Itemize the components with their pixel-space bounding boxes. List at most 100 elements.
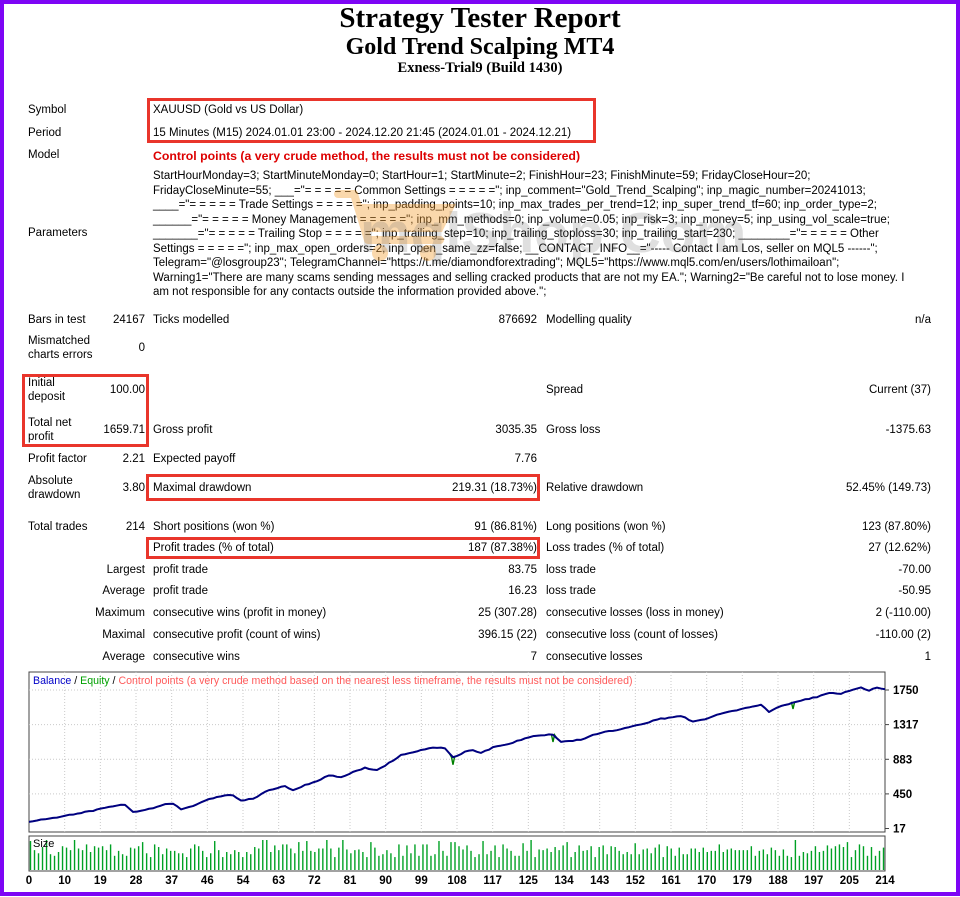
symbol-label: Symbol xyxy=(28,104,67,116)
y-axis-label: 450 xyxy=(893,789,912,801)
stat-label: consecutive losses (loss in money) xyxy=(546,607,724,620)
x-axis-label: 197 xyxy=(804,875,823,887)
stat-label: profit trade xyxy=(153,563,208,576)
balance-equity-chart-svg: 1750 1317 883 450 17 Balance / Equity / Contr… xyxy=(26,671,919,887)
stat-label: Expected payoff xyxy=(153,452,236,465)
stat-label: consecutive losses xyxy=(546,651,643,664)
x-axis-label: 0 xyxy=(26,875,32,887)
stat-label: Maximal drawdown xyxy=(153,481,252,494)
stat-label: consecutive wins xyxy=(153,651,240,664)
stat-value: 123 (87.80%) xyxy=(861,520,931,533)
x-axis-label: 134 xyxy=(554,875,574,887)
parameters-label: Parameters xyxy=(28,227,88,239)
stat-value: 1659.71 xyxy=(103,423,145,436)
x-axis-label: 152 xyxy=(626,875,645,887)
stat-label: Total trades xyxy=(28,520,88,533)
x-axis-label: 143 xyxy=(590,875,609,887)
stat-row-qualifier: Average xyxy=(102,585,145,598)
x-axis-label: 54 xyxy=(237,875,250,887)
x-axis-label: 46 xyxy=(201,875,214,887)
x-axis-label: 214 xyxy=(875,875,895,887)
stat-label: consecutive wins (profit in money) xyxy=(153,607,327,620)
stat-label: Absolute drawdown xyxy=(28,474,81,502)
balance-chart: 1750 1317 883 450 17 Balance / Equity / Contr… xyxy=(0,660,960,892)
stat-value: 1 xyxy=(924,651,931,664)
stat-row-qualifier: Maximum xyxy=(95,607,145,620)
size-panel-label: Size xyxy=(33,838,54,850)
stat-label: Long positions (won %) xyxy=(546,520,666,533)
parameters-line: am not responsible for any contacts outs… xyxy=(153,286,547,299)
y-axis-label: 1317 xyxy=(893,720,919,732)
stat-label: consecutive loss (count of losses) xyxy=(546,628,718,641)
stat-value: 3.80 xyxy=(122,481,145,494)
stat-value: n/a xyxy=(915,313,931,326)
stat-value: 16.23 xyxy=(508,585,537,598)
stat-value: 7 xyxy=(530,651,537,664)
stat-value: Current (37) xyxy=(869,383,931,396)
parameters-line: StartHourMonday=3; StartMinuteMonday=0; … xyxy=(153,170,811,182)
stat-label: Spread xyxy=(546,383,584,396)
model-value: Control points (a very crude method, the… xyxy=(153,148,581,163)
stat-value: 2 (-110.00) xyxy=(875,607,931,620)
expert-name-subtitle: Gold Trend Scalping MT4 xyxy=(345,34,615,60)
x-axis-label: 72 xyxy=(308,875,321,887)
y-axis-label: 1750 xyxy=(893,685,919,697)
x-axis-label: 205 xyxy=(840,875,860,887)
stat-label: profit trade xyxy=(153,585,208,598)
x-axis-label: 161 xyxy=(661,875,681,887)
stat-label: Gross profit xyxy=(153,423,213,436)
x-axis-label: 179 xyxy=(733,875,752,887)
main-plot-frame xyxy=(28,671,886,833)
balance-line xyxy=(28,686,886,823)
stat-value: -110.00 (2) xyxy=(875,628,931,641)
x-axis-label: 170 xyxy=(697,875,716,887)
stat-label: Mismatched charts errors xyxy=(28,334,93,362)
model-label: Model xyxy=(28,148,60,161)
stat-value: 3035.35 xyxy=(495,423,537,436)
parameters-line: _______="= = = = = Trailing Stop = = = =… xyxy=(153,228,879,241)
stat-row-qualifier: Average xyxy=(102,651,145,664)
stat-label: Total net profit xyxy=(28,416,72,444)
x-axis-label: 90 xyxy=(379,875,392,887)
stat-label: loss trade xyxy=(546,563,596,576)
chart-legend: Balance / Equity / Control points (a ver… xyxy=(33,675,633,687)
stat-label: Initial deposit xyxy=(28,376,66,404)
stat-label: Loss trades (% of total) xyxy=(546,541,665,554)
stat-value: 219.31 (18.73%) xyxy=(451,481,537,494)
y-axis-label: 17 xyxy=(893,824,906,836)
parameters-line: FridayCloseMinute=55; ___="= = = = = Com… xyxy=(153,184,866,197)
stat-row-qualifier: Maximal xyxy=(102,628,145,641)
period-label: Period xyxy=(28,126,62,139)
stat-value: 876692 xyxy=(498,313,537,326)
parameters-line: Settings = = = = ="; inp_max_open_orders… xyxy=(153,242,878,255)
stat-label: Short positions (won %) xyxy=(153,520,275,533)
stat-value: 100.00 xyxy=(109,383,145,396)
x-axis-label: 81 xyxy=(344,875,357,887)
stat-label: Relative drawdown xyxy=(546,481,644,494)
x-axis-label: 37 xyxy=(165,875,178,887)
period-value: 15 Minutes (M15) 2024.01.01 23:00 - 2024… xyxy=(153,126,572,139)
stat-label: Ticks modelled xyxy=(153,313,230,326)
stat-label: Profit factor xyxy=(28,452,87,465)
x-axis-label: 188 xyxy=(768,875,788,887)
y-axis-label: 883 xyxy=(893,754,912,766)
x-axis-label: 108 xyxy=(447,875,467,887)
stat-label: Profit trades (% of total) xyxy=(153,541,274,554)
stat-value: 2.21 xyxy=(122,452,145,465)
x-axis-label: 10 xyxy=(58,875,71,887)
parameters-line: ______="= = = = = Money Management = = =… xyxy=(153,213,890,226)
x-axis-label: 19 xyxy=(94,875,107,887)
parameters-line: Warning1="There are many scams sending m… xyxy=(153,271,905,284)
stat-label: Gross loss xyxy=(546,423,601,436)
stat-value: 52.45% (149.73) xyxy=(845,481,931,494)
stat-value: 91 (86.81%) xyxy=(474,520,537,533)
stat-value: 396.15 (22) xyxy=(478,628,537,641)
x-axis-label: 63 xyxy=(272,875,285,887)
stat-row-qualifier: Largest xyxy=(106,563,145,576)
stat-value: -1375.63 xyxy=(885,423,931,436)
x-axis-label: 99 xyxy=(415,875,428,887)
stat-label: Bars in test xyxy=(28,313,86,326)
symbol-value: XAUUSD (Gold vs US Dollar) xyxy=(153,104,304,116)
stat-value: 214 xyxy=(125,520,145,533)
x-axis-label: 117 xyxy=(483,875,502,887)
